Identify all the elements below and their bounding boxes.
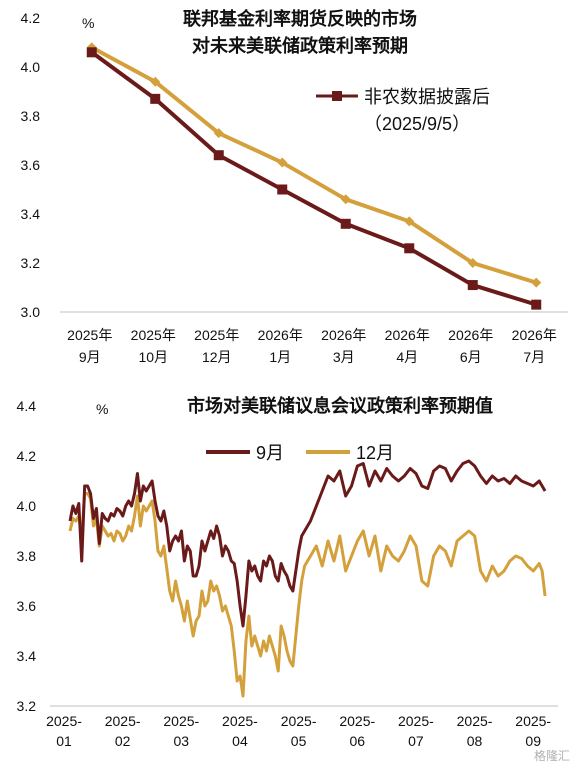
top-y-tick-label: 3.0 — [21, 304, 41, 320]
bottom-y-tick-label: 3.2 — [17, 698, 37, 714]
top-x-tick-label-month: 9月 — [79, 349, 101, 365]
bottom-x-tick-label-month: 05 — [291, 733, 307, 749]
top-series-point-0 — [86, 47, 97, 58]
top-series-point-0 — [404, 243, 415, 254]
top-x-tick-label-month: 10月 — [138, 349, 168, 365]
bottom-x-tick-label-month: 03 — [174, 733, 190, 749]
top-x-tick-label-month: 3月 — [333, 349, 355, 365]
bottom-chart-series — [68, 459, 547, 698]
top-chart-series — [86, 42, 542, 310]
top-x-tick-label-year: 2026年 — [385, 327, 430, 343]
top-x-tick-label-month: 1月 — [269, 349, 291, 365]
legend-marker-nonfarm — [332, 91, 342, 101]
legend-label-nonfarm-date: （2025/9/5） — [364, 114, 470, 134]
bottom-x-tick-label-month: 04 — [232, 733, 248, 749]
top-series-point-0 — [150, 93, 161, 104]
fed-funds-futures-expectation-chart: 联邦基金利率期货反映的市场 对未来美联储政策利率预期 % 3.03.23.43.… — [21, 8, 568, 365]
top-series-point-1 — [467, 258, 478, 268]
bottom-x-tick-label-month: 07 — [408, 733, 424, 749]
top-chart-unit-label: % — [82, 15, 94, 31]
bottom-chart-y-axis: 3.2 3.4 3.6 3.8 4.0 4.2 4.4 — [17, 398, 37, 714]
top-series-point-1 — [150, 76, 161, 87]
top-chart-title-line-1: 联邦基金利率期货反映的市场 — [183, 8, 417, 29]
top-x-tick-label-month: 12月 — [202, 349, 232, 365]
bottom-chart-x-axis: 2025- 01 2025- 02 2025- 03 2025- 04 2025- 05 2025-… — [46, 713, 551, 749]
top-x-tick-label-year: 2025年 — [131, 327, 176, 343]
bottom-x-tick-label-month: 02 — [115, 733, 131, 749]
bottom-x-tick-label-year: 2025- — [222, 713, 258, 729]
bottom-x-tick-label-year: 2025- — [105, 713, 141, 729]
bottom-chart-unit-label: % — [96, 401, 108, 417]
bottom-x-tick-label-year: 2025- — [281, 713, 317, 729]
bottom-y-tick-label: 4.2 — [17, 448, 37, 464]
bottom-chart-legend: 9月 12月 — [206, 443, 394, 463]
bottom-x-tick-label-year: 2025- — [339, 713, 375, 729]
top-y-tick-label: 4.0 — [21, 59, 41, 75]
top-series-line-1 — [90, 45, 537, 285]
top-series-line-0 — [90, 50, 537, 307]
legend-label-nonfarm: 非农数据披露后 — [364, 87, 490, 107]
top-x-tick-label-year: 2026年 — [321, 327, 366, 343]
top-x-tick-label-month: 7月 — [523, 349, 545, 365]
top-chart-title-line-2: 对未来美联储政策利率预期 — [192, 35, 408, 56]
top-series-point-0 — [340, 218, 351, 229]
bottom-x-tick-label-year: 2025- — [398, 713, 434, 729]
top-series-point-0 — [531, 299, 542, 310]
top-series-point-1 — [277, 157, 288, 168]
top-chart-x-axis: 2025年 9月 2025年 10月 2025年 12月 2026年 1月 2026年 3月 202… — [67, 327, 557, 365]
top-x-tick-label-year: 2026年 — [258, 327, 303, 343]
bottom-y-tick-label: 3.4 — [17, 648, 37, 664]
bottom-x-tick-label-month: 06 — [349, 733, 365, 749]
legend-label-september: 9月 — [256, 443, 284, 463]
top-series-point-0 — [277, 184, 288, 195]
bottom-series-line-0 — [68, 459, 547, 628]
bottom-x-tick-label-month: 01 — [56, 733, 72, 749]
bottom-x-tick-label-year: 2025- — [163, 713, 199, 729]
top-series-point-1 — [340, 194, 351, 205]
top-x-tick-label-year: 2026年 — [448, 327, 493, 343]
legend-label-december: 12月 — [356, 443, 394, 463]
top-series-point-0 — [467, 280, 478, 291]
top-y-tick-label: 3.2 — [21, 255, 41, 271]
fomc-policy-rate-expectation-chart: 市场对美联储议息会议政策利率预期值 % 9月 12月 3.2 3.4 3.6 3.8 4… — [17, 395, 558, 749]
top-y-tick-label: 3.6 — [21, 157, 41, 173]
top-x-tick-label-year: 2025年 — [67, 327, 112, 343]
watermark: 格隆汇 — [533, 749, 570, 763]
top-x-tick-label-month: 6月 — [460, 349, 482, 365]
top-x-tick-label-year: 2026年 — [512, 327, 557, 343]
top-x-tick-label-month: 4月 — [396, 349, 418, 365]
top-y-tick-label: 4.2 — [21, 10, 41, 26]
bottom-x-tick-label-month: 08 — [467, 733, 483, 749]
top-series-point-1 — [213, 128, 224, 139]
bottom-y-tick-label: 4.4 — [17, 398, 37, 414]
top-chart-legend: 非农数据披露后 （2025/9/5） — [316, 87, 490, 134]
bottom-x-tick-label-year: 2025- — [515, 713, 551, 729]
bottom-chart-title: 市场对美联储议息会议政策利率预期值 — [187, 395, 493, 416]
bottom-y-tick-label: 4.0 — [17, 498, 37, 514]
bottom-y-tick-label: 3.8 — [17, 548, 37, 564]
top-chart-y-axis: 3.0 3.2 3.4 3.6 3.8 4.0 4.2 — [21, 10, 41, 320]
top-x-tick-label-year: 2025年 — [194, 327, 239, 343]
bottom-x-tick-label-year: 2025- — [46, 713, 82, 729]
top-series-point-0 — [213, 150, 224, 161]
top-y-tick-label: 3.4 — [21, 206, 41, 222]
bottom-x-tick-label-year: 2025- — [457, 713, 493, 729]
bottom-x-tick-label-month: 09 — [525, 733, 541, 749]
top-y-tick-label: 3.8 — [21, 108, 41, 124]
top-series-point-1 — [531, 277, 542, 288]
bottom-y-tick-label: 3.6 — [17, 598, 37, 614]
top-series-point-1 — [404, 216, 415, 227]
bottom-series-line-1 — [68, 492, 547, 698]
